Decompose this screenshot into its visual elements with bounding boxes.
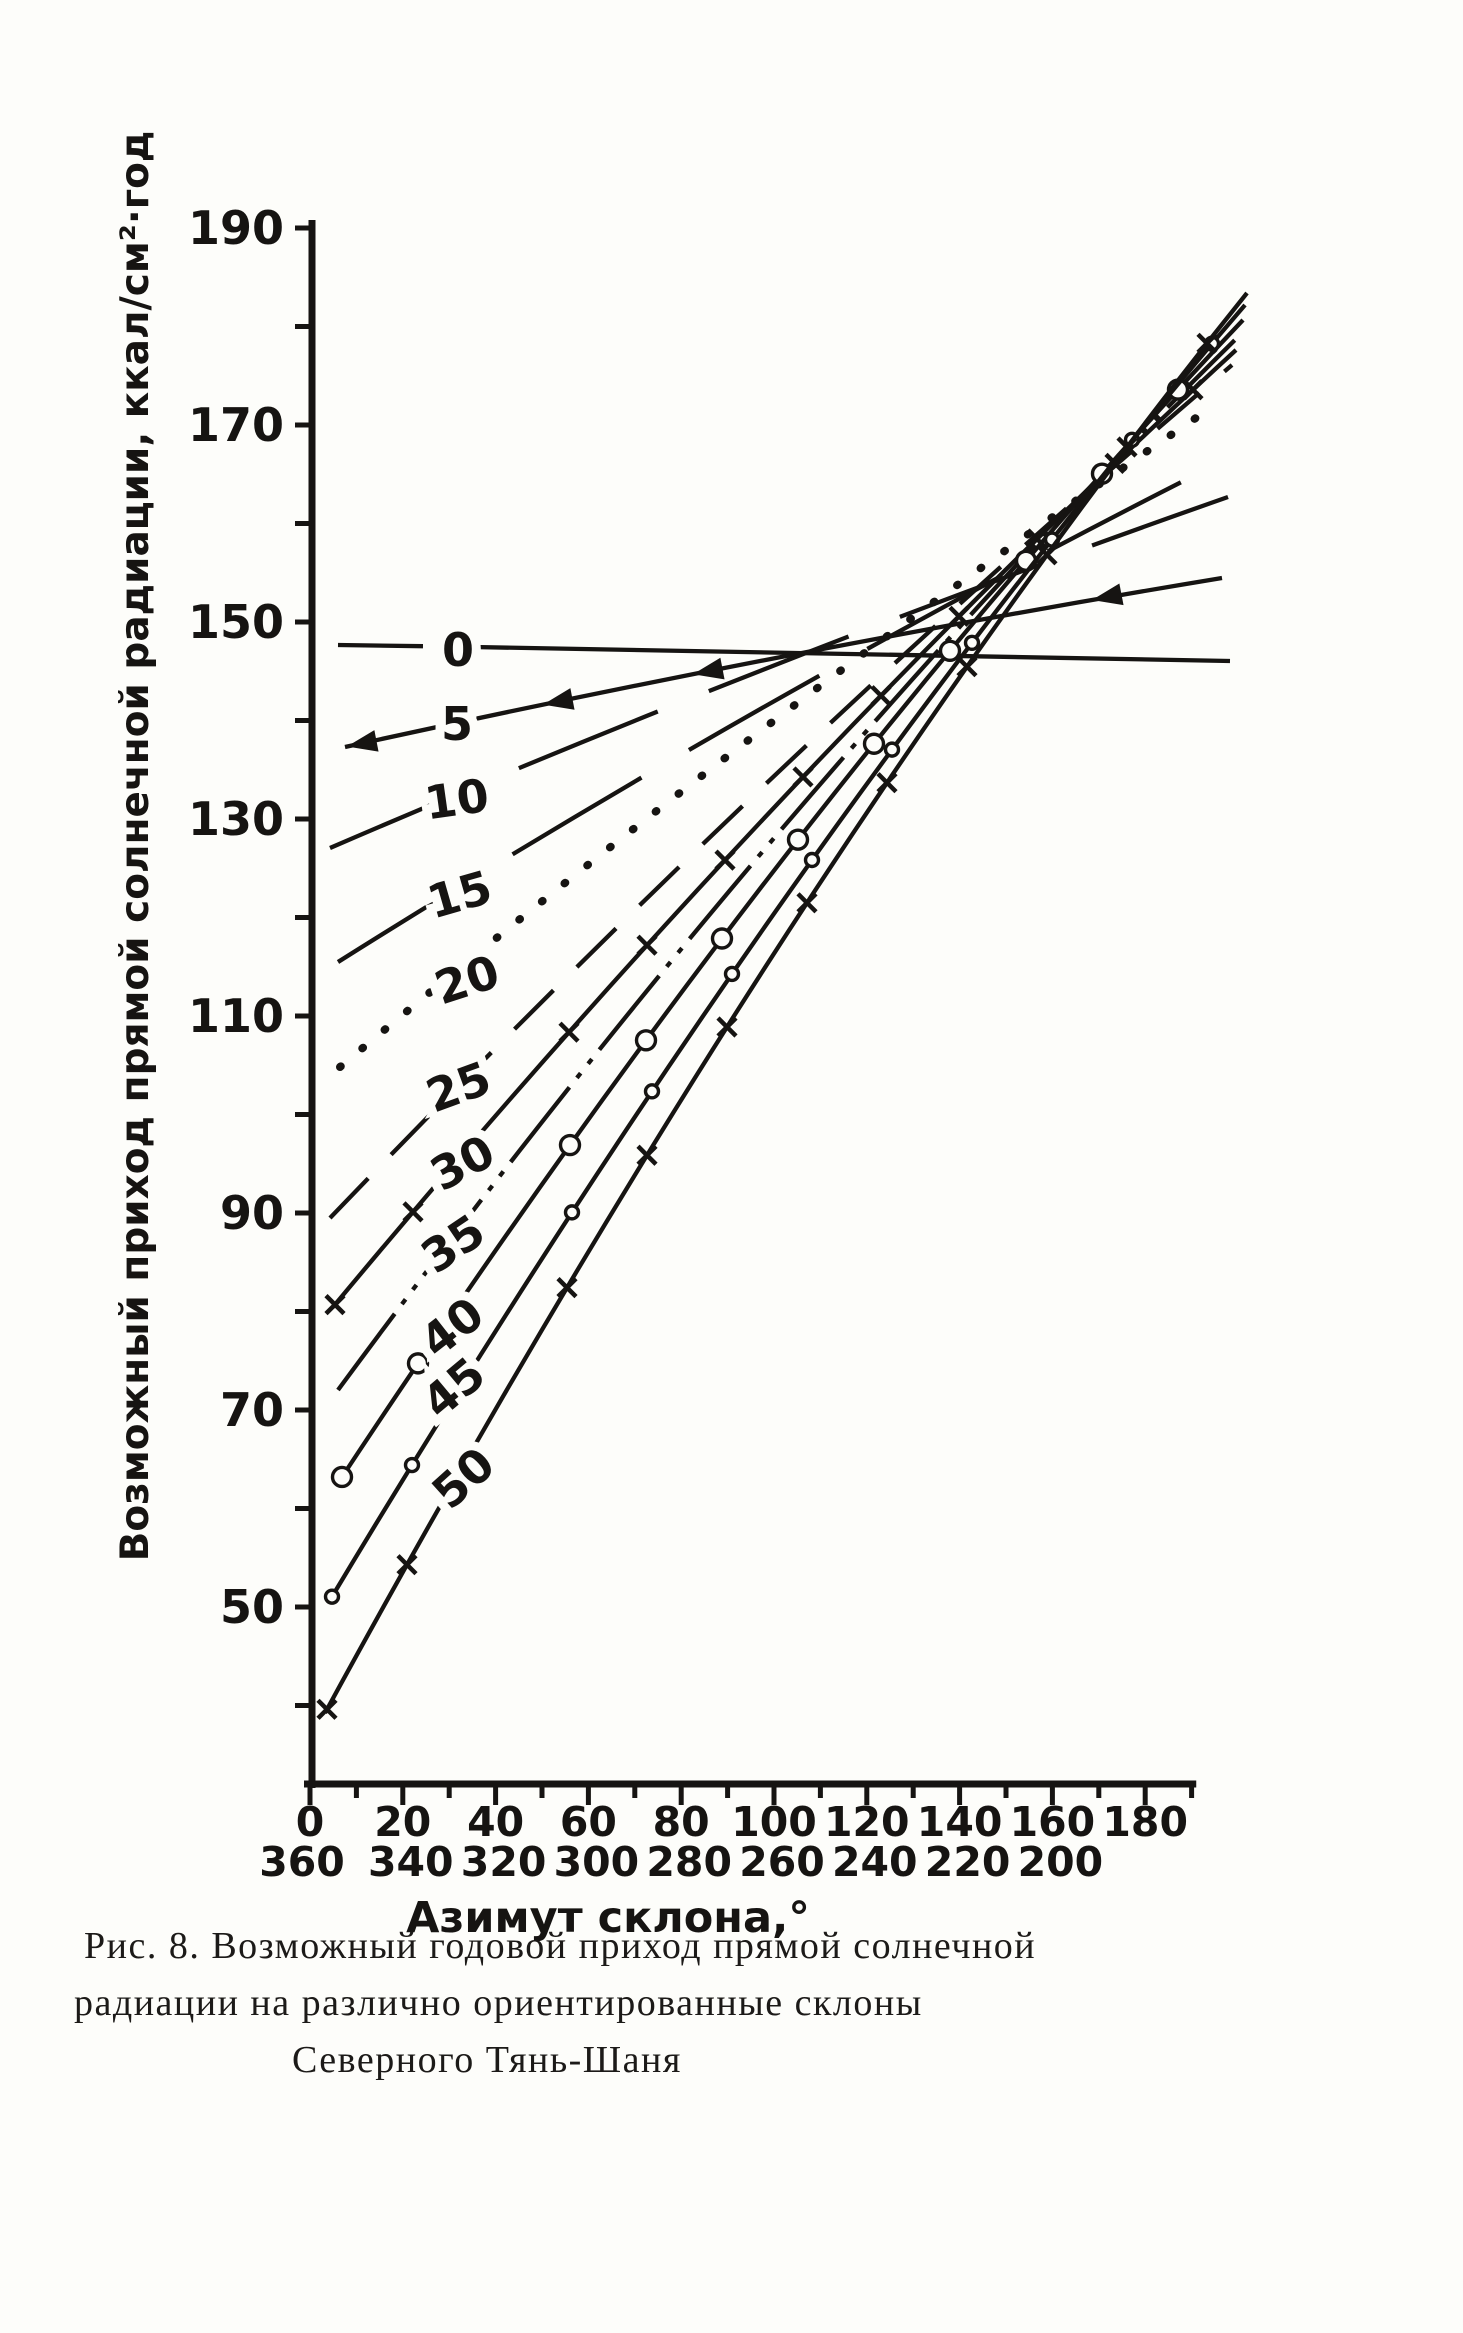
x-cross-marker-icon [796,892,818,914]
x-tick-label2-340: 340 [368,1838,454,1886]
circle-marker-icon [406,1352,430,1375]
y-tick-label-50: 50 [220,1580,284,1634]
curve-15deg [336,458,1226,964]
circle-marker-icon [803,851,821,869]
x-tick-label2-220: 220 [925,1838,1011,1886]
x-cross-marker-icon [1196,332,1218,354]
x-tick-label2-320: 320 [461,1838,547,1886]
curve-10deg [329,494,1229,850]
x-tick-label-80: 80 [653,1798,710,1846]
x-cross-marker-icon [956,656,978,678]
circle-marker-icon [634,1029,658,1052]
circle-marker-icon [723,965,741,983]
y-tick-label-90: 90 [220,1186,284,1240]
curve-label-20deg: 20 [428,944,506,1015]
y-tick-label-70: 70 [220,1383,284,1437]
figure-caption-line-2: радиации на различно ориентированные скл… [74,1982,923,2024]
curve-label-15deg: 15 [421,860,497,930]
x-tick-label-180: 180 [1102,1798,1188,1846]
circle-marker-icon [938,639,962,662]
y-tick-label-110: 110 [188,989,284,1043]
curve-label-0deg: 0 [442,623,474,677]
circle-marker-icon [323,1588,341,1605]
x-cross-marker-icon [324,1294,346,1316]
x-tick-label2-280: 280 [646,1838,732,1886]
y-axis-title: Возможный приход прямой солнечной радиац… [113,131,158,1562]
x-cross-marker-icon [792,766,814,788]
curve-50deg [323,291,1249,1715]
x-cross-marker-icon [558,1021,580,1043]
circle-marker-icon [883,741,901,758]
y-tick-label-170: 170 [188,398,284,452]
x-tick-label2-240: 240 [832,1838,918,1886]
x-cross-marker-icon [402,1201,424,1223]
circle-marker-icon [563,1204,581,1221]
left-arrowhead-icon [693,657,725,680]
y-tick-label-150: 150 [188,595,284,649]
x-cross-marker-icon [636,934,658,956]
left-arrowhead-icon [347,730,379,752]
x-cross-marker-icon [1026,528,1048,550]
x-tick-label-0: 0 [296,1798,325,1846]
circle-marker-icon [403,1456,421,1474]
figure-caption-line-1: Рис. 8. Возможный годовой приход прямой … [84,1925,1037,1967]
x-cross-marker-icon [714,849,736,871]
circle-marker-icon [643,1083,661,1100]
circle-marker-icon [963,634,981,652]
figure-caption-line-3: Северного Тянь-Шаня [292,2039,682,2081]
x-tick-label2-200: 200 [1018,1838,1104,1886]
x-tick-label-120: 120 [824,1798,910,1846]
x-tick-label2-300: 300 [554,1838,640,1886]
circle-marker-icon [710,927,734,950]
curve-0deg [337,642,1231,664]
x-tick-label-40: 40 [467,1798,524,1846]
x-cross-marker-icon [870,685,892,707]
x-cross-marker-icon [1036,544,1058,566]
x-tick-label-160: 160 [1010,1798,1096,1846]
x-tick-label-100: 100 [731,1798,817,1846]
y-tick-label-190: 190 [188,201,284,255]
x-axis-title: Азимут склона,° [406,1893,810,1943]
x-cross-marker-icon [948,605,970,627]
x-cross-marker-icon [876,772,898,794]
left-arrowhead-icon [1092,583,1124,606]
x-tick-label2-260: 260 [739,1838,825,1886]
x-cross-marker-icon [556,1277,578,1299]
x-tick-label-20: 20 [374,1798,431,1846]
circle-marker-icon [862,732,886,755]
x-tick-label2-360: 360 [259,1838,345,1886]
x-cross-marker-icon [1116,436,1138,458]
x-cross-marker-icon [716,1016,738,1038]
curve-label-25deg: 25 [419,1051,498,1124]
circle-marker-icon [330,1465,354,1489]
y-tick-label-130: 130 [188,792,284,846]
x-cross-marker-icon [316,1698,338,1720]
x-tick-label-140: 140 [917,1798,1003,1846]
circle-marker-icon [786,828,810,851]
x-cross-marker-icon [396,1554,418,1576]
left-arrowhead-icon [543,688,575,710]
x-tick-label-60: 60 [560,1798,617,1846]
curve-label-5deg: 5 [441,697,473,751]
curve-label-10deg: 10 [421,768,492,830]
circle-marker-icon [558,1133,582,1157]
curve-label-50deg: 50 [421,1437,505,1520]
x-cross-marker-icon [636,1144,658,1166]
